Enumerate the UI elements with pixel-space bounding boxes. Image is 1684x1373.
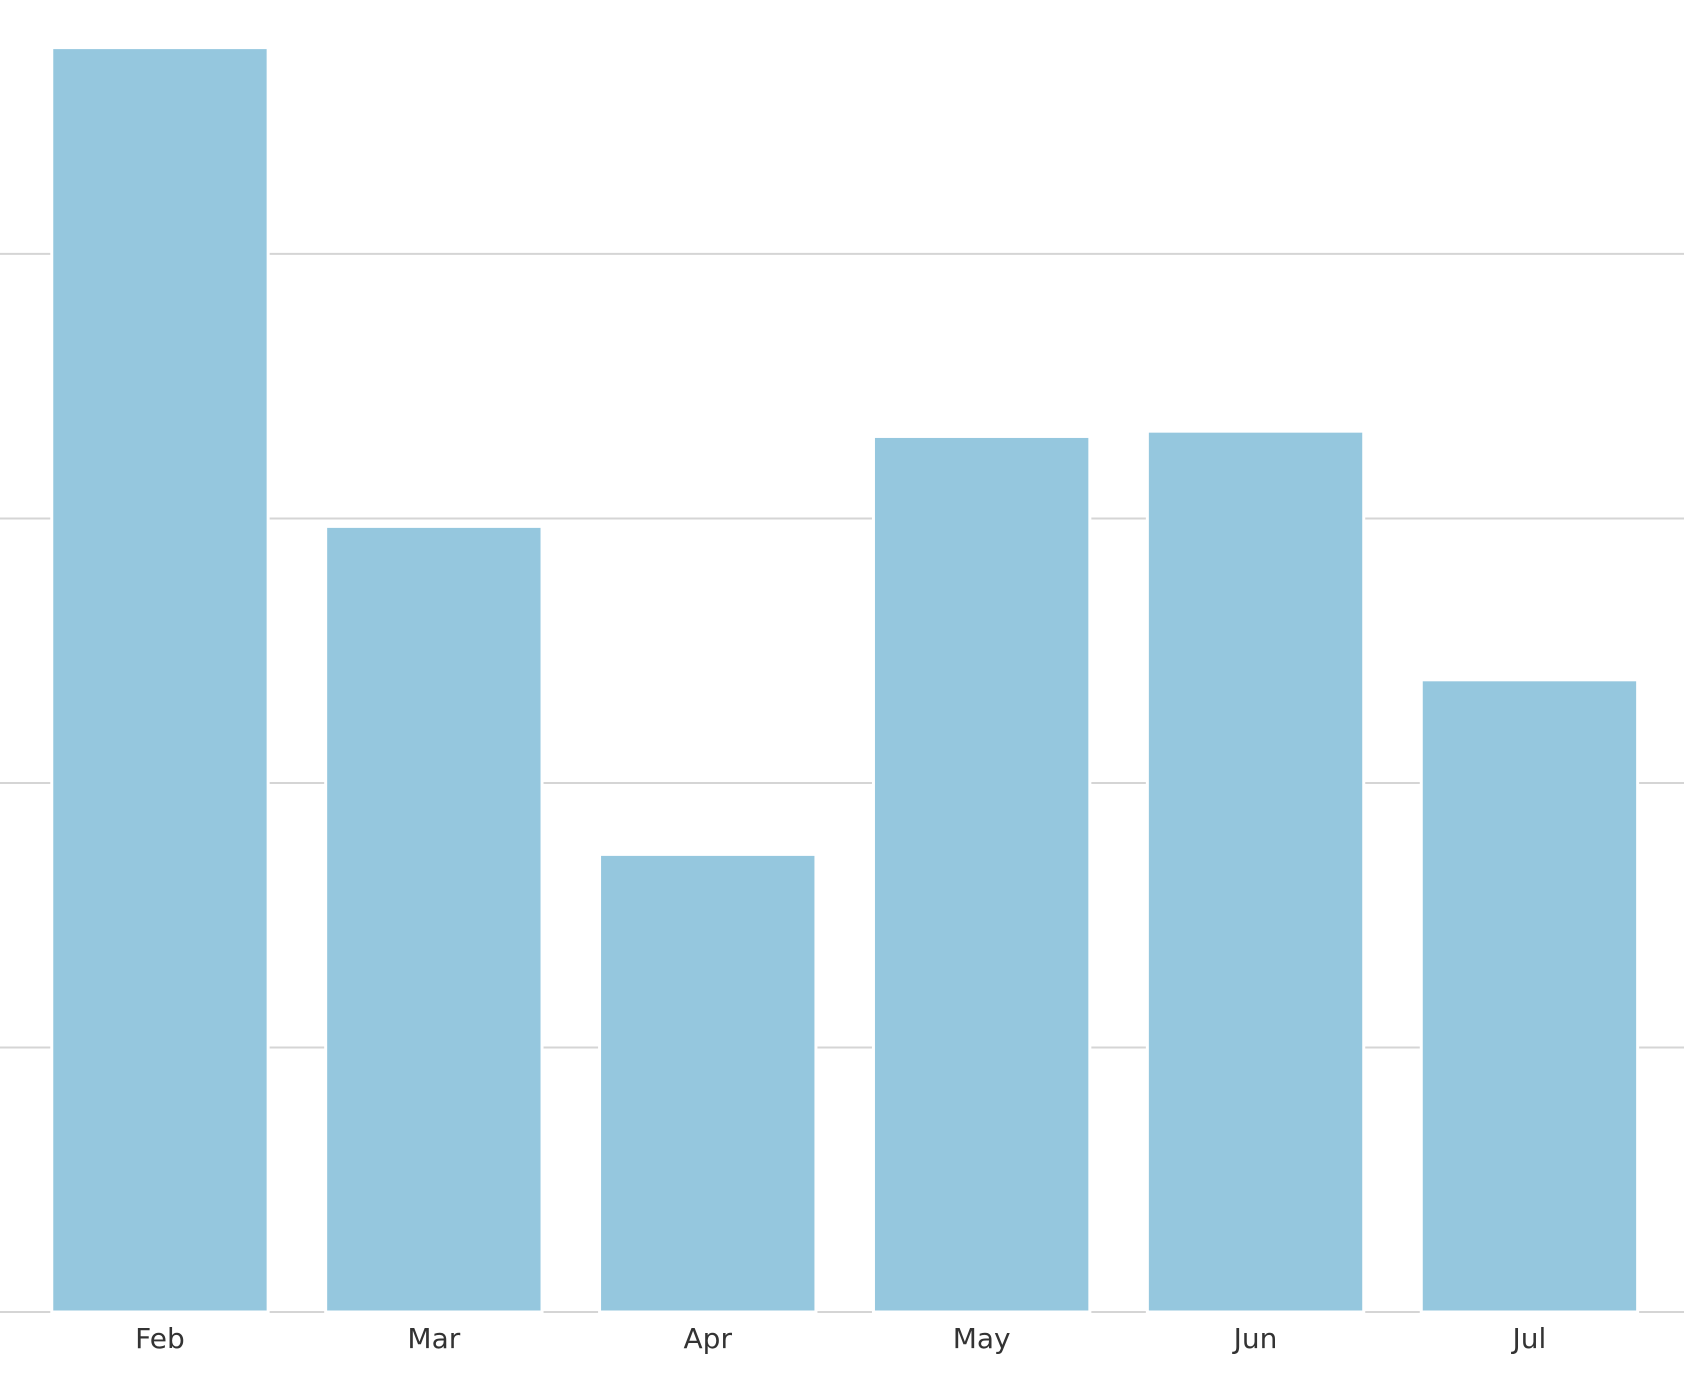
bar (871, 434, 1092, 1314)
x-tick-label: Jun (1232, 1322, 1278, 1355)
bar (1419, 678, 1640, 1314)
x-tick-label: Feb (135, 1322, 185, 1355)
bar (598, 852, 818, 1314)
x-tick-label: Apr (684, 1322, 733, 1355)
bar (324, 524, 544, 1314)
x-tick-label: Jul (1511, 1322, 1547, 1355)
x-tick-label: May (953, 1322, 1011, 1355)
bar (50, 46, 270, 1314)
x-tick-label: Mar (407, 1322, 460, 1355)
bar (1145, 429, 1366, 1314)
